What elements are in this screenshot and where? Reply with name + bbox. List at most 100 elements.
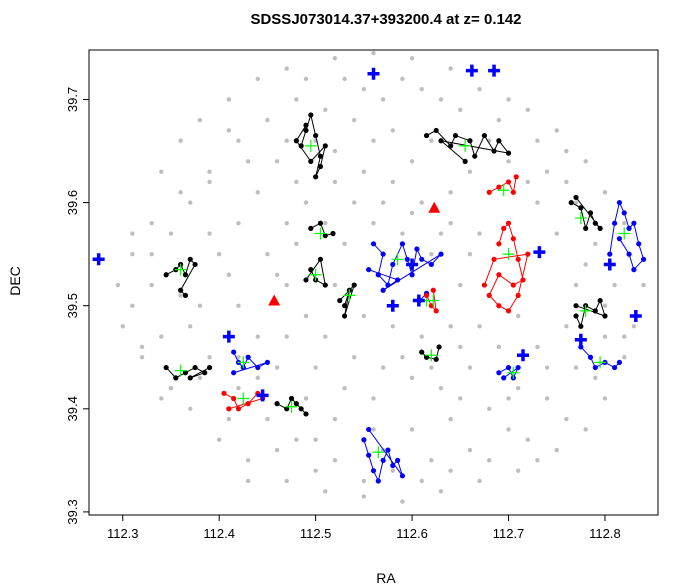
background-galaxy-point bbox=[458, 107, 463, 113]
black-group-point bbox=[597, 225, 603, 231]
x-tick-label: 112.7 bbox=[493, 526, 525, 541]
background-galaxy-point bbox=[631, 324, 637, 329]
background-galaxy-point bbox=[303, 76, 309, 82]
background-galaxy-point bbox=[178, 190, 183, 195]
blue-group bbox=[231, 349, 271, 376]
group-center-cross bbox=[502, 248, 515, 261]
background-galaxy-point bbox=[390, 324, 395, 329]
blue-group-point bbox=[370, 241, 377, 247]
red-group-point bbox=[235, 406, 242, 412]
background-galaxy-point bbox=[390, 179, 395, 185]
background-galaxy-point bbox=[178, 293, 183, 298]
group-center-cross bbox=[372, 446, 385, 459]
background-galaxy-point bbox=[419, 334, 424, 339]
black-group-point bbox=[433, 356, 439, 362]
black-group-point bbox=[317, 220, 324, 226]
background-galaxy-point bbox=[458, 282, 463, 288]
black-group-point bbox=[322, 232, 328, 239]
background-galaxy-point bbox=[380, 200, 386, 205]
black-group-point bbox=[462, 158, 468, 164]
red-group-point bbox=[433, 308, 439, 314]
black-group-point bbox=[303, 277, 309, 283]
blue-group-point bbox=[390, 261, 396, 268]
background-galaxy-point bbox=[564, 416, 569, 422]
blue-group-point bbox=[612, 364, 618, 371]
blue-group-point bbox=[501, 375, 507, 381]
background-galaxy-point bbox=[284, 66, 289, 71]
background-galaxy-point bbox=[573, 282, 579, 288]
black-group-line bbox=[426, 129, 510, 162]
triangle-marker bbox=[268, 294, 281, 306]
background-galaxy-point bbox=[525, 107, 531, 113]
group-center-cross bbox=[309, 268, 322, 281]
x-tick-label: 112.5 bbox=[300, 526, 332, 541]
black-group-point bbox=[313, 174, 319, 180]
background-galaxy-point bbox=[294, 179, 299, 185]
background-galaxy-point bbox=[487, 458, 492, 463]
black-group-point bbox=[341, 313, 348, 319]
black-group-point bbox=[505, 150, 512, 156]
y-tick-label: 39.5 bbox=[65, 293, 80, 318]
blue-group-point bbox=[380, 287, 386, 293]
background-galaxy-point bbox=[448, 324, 453, 329]
blue-group-point bbox=[626, 225, 632, 231]
black-group-point bbox=[423, 354, 430, 360]
black-group-point bbox=[293, 138, 299, 144]
background-galaxy-point bbox=[535, 138, 540, 143]
blue-group-point bbox=[399, 473, 406, 479]
plot-marks bbox=[92, 50, 647, 504]
red-group-point bbox=[496, 184, 502, 190]
background-galaxy-point bbox=[409, 210, 415, 216]
background-galaxy-point bbox=[458, 396, 463, 401]
background-galaxy-point bbox=[361, 169, 367, 174]
red-group-point bbox=[491, 256, 497, 262]
black-group-point bbox=[317, 153, 324, 159]
red-group-point bbox=[515, 256, 521, 262]
red-group bbox=[486, 174, 519, 197]
background-galaxy-point bbox=[149, 221, 154, 226]
group-center-cross bbox=[304, 139, 317, 152]
black-group-point bbox=[308, 112, 314, 118]
background-galaxy-point bbox=[506, 427, 511, 432]
background-galaxy-point bbox=[602, 334, 608, 339]
black-group-point bbox=[317, 256, 324, 262]
black-group bbox=[419, 344, 442, 362]
red-group-point bbox=[520, 277, 526, 283]
background-galaxy-point bbox=[332, 416, 338, 422]
background-galaxy-point bbox=[390, 468, 395, 473]
background-galaxy-point bbox=[467, 169, 473, 174]
red-group-point bbox=[515, 292, 521, 298]
background-galaxy-point bbox=[544, 365, 550, 370]
red-group-point bbox=[505, 308, 512, 314]
black-group-point bbox=[303, 411, 309, 417]
background-galaxy-point bbox=[448, 66, 453, 71]
background-galaxy-point bbox=[284, 478, 289, 484]
background-galaxy-point bbox=[323, 221, 328, 226]
background-galaxy-point bbox=[467, 251, 473, 257]
black-group-line bbox=[310, 222, 334, 237]
background-galaxy-point bbox=[188, 406, 193, 412]
background-galaxy-point bbox=[641, 282, 646, 288]
background-galaxy-point bbox=[361, 86, 367, 92]
group-center-cross bbox=[574, 212, 587, 225]
blue-group-point bbox=[380, 457, 386, 463]
background-galaxy-point bbox=[265, 251, 270, 257]
black-group bbox=[163, 256, 198, 298]
group-center-cross bbox=[579, 304, 592, 317]
y-tick-label: 39.4 bbox=[65, 396, 80, 421]
plus-marker bbox=[629, 310, 642, 323]
background-galaxy-point bbox=[564, 148, 569, 154]
background-galaxy-point bbox=[419, 86, 424, 92]
background-galaxy-point bbox=[622, 334, 627, 339]
background-galaxy-point bbox=[400, 76, 405, 82]
background-galaxy-point bbox=[216, 437, 222, 442]
black-group-point bbox=[182, 272, 189, 278]
background-galaxy-point bbox=[130, 231, 135, 236]
x-tick-label: 112.3 bbox=[107, 526, 139, 541]
black-group-point bbox=[182, 370, 189, 376]
red-group bbox=[481, 220, 531, 314]
red-group-point bbox=[221, 390, 227, 396]
background-galaxy-point bbox=[371, 396, 376, 401]
black-group-point bbox=[303, 127, 309, 134]
background-galaxy-point bbox=[294, 241, 299, 247]
